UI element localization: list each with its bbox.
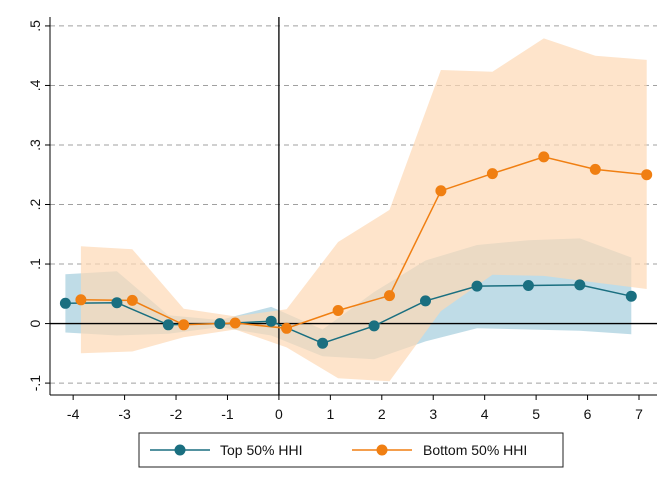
x-tick-label-5: 1 — [326, 406, 334, 422]
x-tick-label-1: -3 — [118, 406, 131, 422]
series-0-point-7 — [420, 295, 431, 307]
x-tick-label-10: 6 — [584, 406, 592, 422]
series-points — [59, 151, 653, 349]
series-1-point-3 — [229, 317, 241, 329]
x-tick-label-2: -2 — [170, 406, 183, 422]
series-0-point-4 — [265, 315, 277, 327]
x-tick-label-7: 3 — [429, 406, 437, 422]
series-0-point-0 — [59, 297, 71, 309]
series-line-1 — [80, 156, 647, 330]
legend-label-bottom: Bottom 50% HHI — [423, 442, 527, 458]
series-1-point-5 — [332, 305, 344, 316]
series-1-point-9 — [538, 151, 550, 163]
series-1-point-7 — [435, 185, 447, 197]
y-tick-label-6: .5 — [27, 20, 43, 32]
legend-marker-top — [174, 444, 186, 456]
reference-lines — [50, 17, 657, 395]
legend: Top 50% HHI Bottom 50% HHI — [138, 432, 564, 468]
ci-band-1 — [80, 38, 647, 382]
y-tick-label-1: 0 — [27, 319, 43, 327]
series-lines — [65, 156, 647, 345]
series-0-point-2 — [162, 319, 174, 331]
series-1-point-1 — [126, 294, 138, 306]
series-1-point-2 — [178, 319, 190, 331]
legend-entry-bottom: Bottom 50% HHI — [352, 442, 527, 458]
y-tick-label-0: -.1 — [27, 375, 43, 392]
series-0-point-11 — [625, 290, 637, 302]
series-0-point-10 — [574, 279, 586, 291]
x-tick-label-6: 2 — [378, 406, 386, 422]
legend-entry-top: Top 50% HHI — [150, 442, 302, 458]
y-tick-label-4: .3 — [27, 139, 43, 151]
confidence-bands — [65, 38, 647, 382]
series-1-point-8 — [486, 168, 498, 180]
x-tick-label-8: 4 — [481, 406, 489, 422]
series-1-point-11 — [641, 169, 653, 181]
series-1-point-10 — [589, 163, 601, 175]
y-tick-label-3: .2 — [27, 198, 43, 210]
tick-labels: -.1 0 .1 .2 .3 .4 .5 -4 -3 -2 -1 0 1 2 3 4 5 6 7 — [27, 20, 643, 422]
x-tick-label-4: 0 — [275, 406, 283, 422]
series-1-point-6 — [384, 290, 395, 302]
series-0-point-3 — [214, 318, 226, 330]
series-1-point-4 — [281, 322, 293, 334]
x-tick-label-11: 7 — [635, 406, 643, 422]
axes — [45, 17, 657, 400]
x-tick-label-9: 5 — [532, 406, 540, 422]
y-tick-label-2: .1 — [27, 258, 43, 270]
series-line-0 — [65, 284, 632, 345]
y-tick-label-5: .4 — [27, 79, 43, 91]
series-0-point-8 — [471, 280, 483, 292]
x-tick-label-0: -4 — [67, 406, 80, 422]
series-0-point-5 — [317, 337, 329, 349]
series-1-point-0 — [75, 294, 87, 306]
series-0-point-1 — [111, 297, 123, 309]
series-0-point-6 — [368, 320, 380, 332]
x-tick-label-3: -1 — [221, 406, 234, 422]
series-0-point-9 — [522, 280, 534, 291]
legend-marker-bottom — [376, 444, 388, 456]
legend-label-top: Top 50% HHI — [220, 442, 302, 458]
